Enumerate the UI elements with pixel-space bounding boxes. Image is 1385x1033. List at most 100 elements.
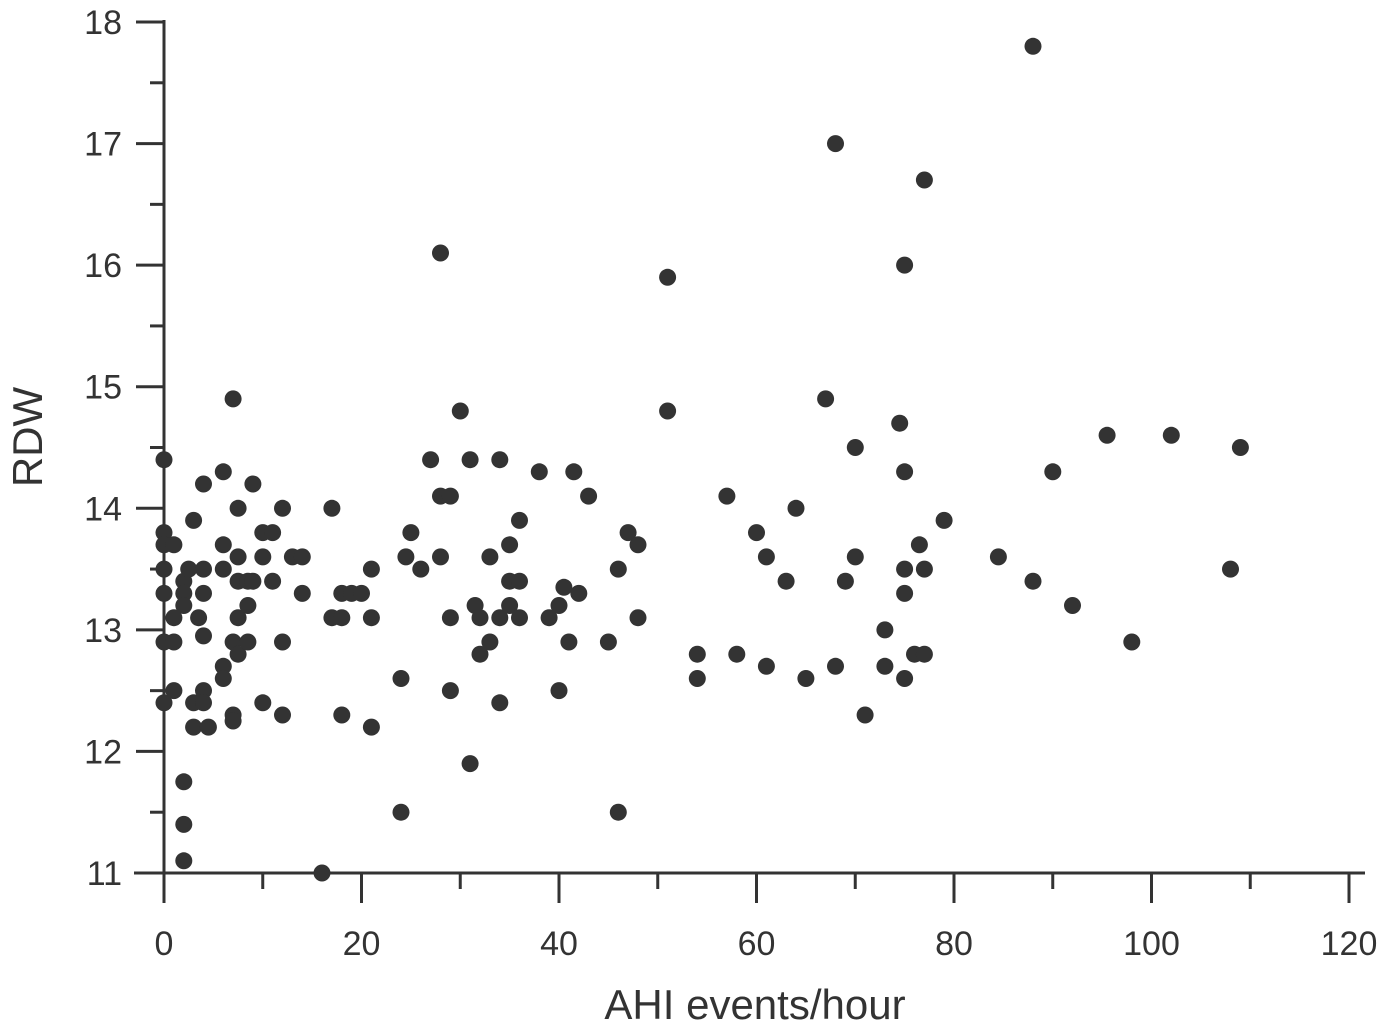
- x-tick-label: 40: [540, 925, 578, 963]
- x-tick-label: 20: [343, 925, 381, 963]
- data-point: [264, 572, 282, 590]
- data-point: [550, 597, 568, 614]
- data-point: [1231, 439, 1249, 456]
- data-point: [313, 864, 331, 882]
- data-point: [550, 682, 568, 700]
- data-point: [910, 536, 928, 554]
- data-point: [175, 852, 193, 870]
- x-axis-title: AHI events/hour: [604, 981, 905, 1028]
- data-point: [491, 694, 509, 712]
- data-point: [274, 633, 291, 651]
- data-point: [461, 755, 479, 773]
- data-point: [1024, 572, 1042, 590]
- data-point: [570, 584, 588, 602]
- data-point: [1098, 426, 1116, 444]
- data-point: [896, 256, 914, 274]
- data-point: [471, 645, 489, 663]
- data-point: [362, 609, 380, 627]
- data-point: [935, 511, 953, 529]
- data-point: [757, 657, 775, 675]
- data-point: [224, 390, 242, 408]
- data-point: [392, 670, 410, 687]
- data-point: [195, 475, 212, 493]
- data-point: [165, 536, 183, 554]
- data-point: [659, 402, 677, 420]
- data-point: [199, 718, 217, 736]
- y-tick-label: 18: [84, 4, 122, 42]
- data-point: [580, 487, 598, 505]
- data-point: [353, 584, 370, 602]
- data-point: [876, 657, 894, 675]
- data-point: [422, 451, 440, 469]
- data-point: [214, 670, 232, 687]
- data-point: [856, 706, 874, 724]
- data-point: [195, 584, 212, 602]
- data-point: [748, 524, 765, 542]
- data-point: [817, 390, 835, 408]
- data-point: [432, 244, 449, 262]
- data-point: [540, 609, 558, 627]
- data-point: [787, 499, 805, 517]
- x-tick-label: 100: [1123, 925, 1180, 963]
- data-point: [511, 572, 528, 590]
- y-tick-label: 17: [84, 126, 122, 164]
- data-point: [757, 548, 775, 566]
- data-point: [501, 536, 519, 554]
- data-point: [511, 609, 528, 627]
- data-point: [989, 548, 1007, 566]
- data-point: [915, 645, 933, 663]
- data-point: [471, 609, 489, 627]
- data-point: [432, 548, 449, 566]
- data-point: [836, 572, 854, 590]
- data-point: [629, 609, 647, 627]
- data-point: [461, 451, 479, 469]
- data-point: [915, 171, 933, 189]
- data-point: [1044, 463, 1062, 481]
- data-point: [175, 597, 193, 614]
- data-point: [254, 694, 272, 712]
- data-point: [274, 499, 291, 517]
- data-point: [195, 682, 212, 700]
- data-point: [659, 268, 677, 286]
- data-point: [688, 645, 706, 663]
- x-ticks: 0 20 40 60 80 100 120: [155, 873, 1377, 963]
- data-point: [392, 803, 410, 821]
- data-point: [229, 499, 247, 517]
- data-point: [451, 402, 469, 420]
- data-point: [1123, 633, 1141, 651]
- data-point: [323, 499, 341, 517]
- data-point: [619, 524, 637, 542]
- data-point: [244, 475, 262, 493]
- data-point: [481, 633, 499, 651]
- y-tick-label: 14: [84, 490, 122, 528]
- data-point: [155, 584, 173, 602]
- data-point: [560, 633, 578, 651]
- data-point: [293, 548, 311, 566]
- data-point: [239, 597, 257, 614]
- data-point: [155, 560, 173, 578]
- y-tick-label: 15: [84, 369, 122, 407]
- data-point: [214, 560, 232, 578]
- y-tick-label: 13: [84, 612, 122, 650]
- data-point: [1222, 560, 1239, 578]
- data-point: [239, 633, 257, 651]
- data-point: [896, 560, 914, 578]
- data-point: [175, 815, 193, 833]
- y-tick-label: 16: [84, 247, 122, 285]
- data-point: [511, 511, 528, 529]
- data-point: [1024, 37, 1042, 55]
- data-point: [827, 135, 844, 153]
- data-point: [264, 524, 282, 542]
- data-point: [728, 645, 746, 663]
- data-point: [195, 560, 212, 578]
- data-point: [491, 609, 509, 627]
- data-point: [244, 572, 262, 590]
- data-point: [891, 414, 909, 432]
- y-ticks: 11 12 13 14 15 16 17 18: [84, 4, 164, 893]
- data-point: [185, 718, 203, 736]
- data-point: [175, 584, 193, 602]
- y-axis-title: RDW: [4, 386, 51, 487]
- data-point: [333, 706, 351, 724]
- data-point: [896, 463, 914, 481]
